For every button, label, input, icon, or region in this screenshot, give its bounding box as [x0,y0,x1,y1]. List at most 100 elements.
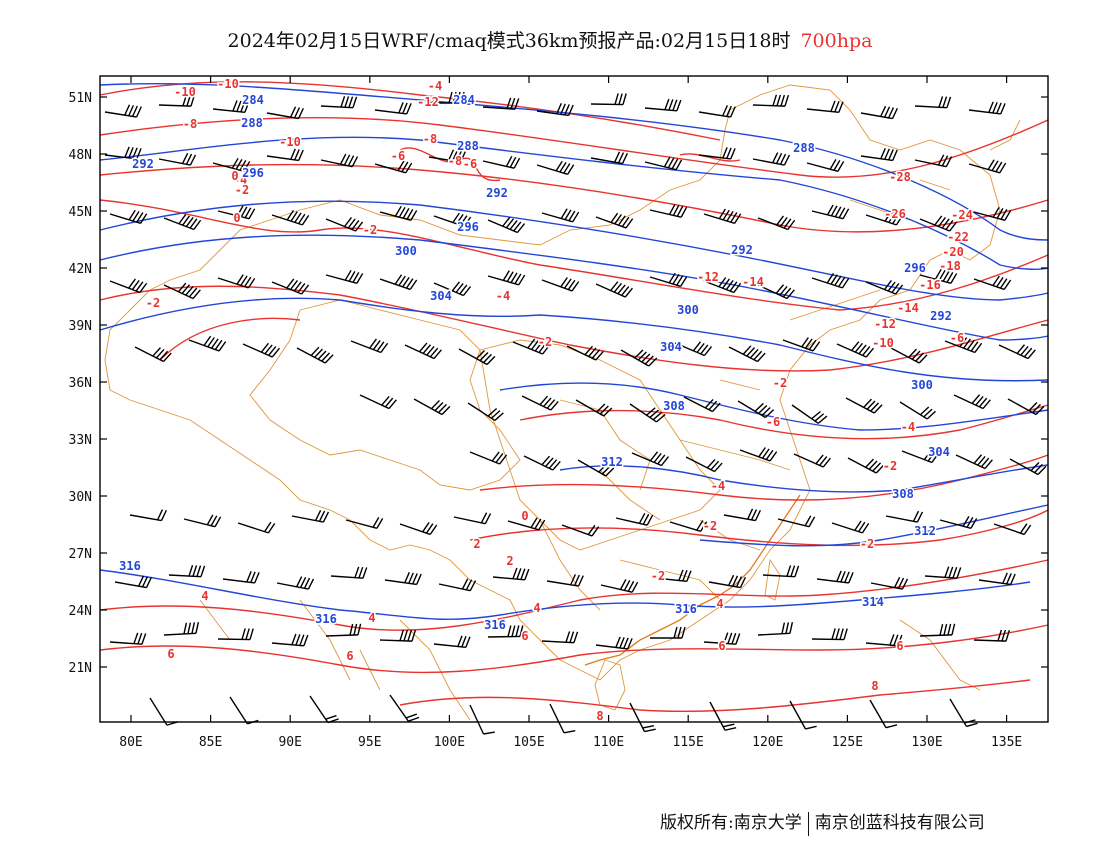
wind-barb [523,455,561,471]
wind-barb [777,515,816,528]
wind-barb [266,106,305,120]
temp-label: 4 [716,597,723,611]
wind-barb [914,154,953,168]
wind-barb [163,622,200,636]
wind-barb [968,101,1006,115]
wind-barb [793,453,831,468]
wind-barb [968,159,1007,174]
wind-barb [865,211,904,226]
lat-label: 21N [69,661,92,676]
chart-title: 2024年02月15日WRF/cmaq模式36km预报产品:02月15日18时 7… [0,26,1100,53]
wind-barb [296,346,334,364]
temp-label: -2 [883,459,897,473]
wind-barb [330,566,368,579]
temp-label: 0 [233,211,240,225]
temp-label: -14 [897,301,919,315]
lon-label: 130E [911,735,942,750]
height-label: 300 [395,244,417,258]
copyright-footer: 版权所有:南京大学 南京创蓝科技有限公司 [660,808,985,836]
wind-barb [870,577,909,590]
temp-label: -14 [742,275,764,289]
temp-label: -4 [428,79,442,93]
temp-label: -12 [417,95,439,109]
wind-barb [546,574,584,587]
wind-barb [163,214,202,231]
wind-barb [806,100,844,114]
wind-barb [620,349,658,367]
wind-barb [595,636,633,650]
wind-barb [644,98,682,112]
coastline [584,494,801,666]
wind-barb [683,396,721,413]
temp-label: 6 [896,639,903,653]
wind-barb [789,700,817,730]
temp-label: 4 [533,601,540,615]
lon-label: 90E [278,735,301,750]
wind-barb [752,94,790,107]
temp-label: -2 [363,223,377,237]
wind-barb [914,96,952,109]
wind-barb [737,400,775,419]
wind-barb [384,572,422,586]
lon-label: 115E [673,735,704,750]
temp-label: -8 [183,117,197,131]
wind-barb [163,282,201,300]
wind-barb [919,215,958,232]
wind-barb [806,159,845,172]
temp-label: -2 [235,183,249,197]
title-main: 2024年02月15日WRF/cmaq模式36km预报产品:02月15日18时 [227,30,791,52]
wind-barb [487,625,524,638]
wind-barb [757,284,795,300]
wind-barb [860,105,899,120]
wind-barb [359,394,397,410]
temp-label: 8 [596,709,603,723]
temp-label: -4 [496,289,510,303]
height-label: 312 [601,455,623,469]
wind-barb [811,628,848,641]
wind-barb [831,520,870,534]
wind-barb [404,342,442,360]
wind-barb [266,148,304,162]
wind-barb [708,574,747,589]
wind-barb [944,337,983,354]
height-label: 316 [119,559,141,573]
wind-barb [536,160,575,176]
height-label: 316 [675,602,697,616]
wind-barb [890,347,928,364]
wind-barbs [104,91,1047,735]
temp-label: 0 [231,169,238,183]
wind-barb [438,578,477,592]
wind-barb [237,521,276,534]
wind-barb [188,335,227,352]
wind-barb [109,209,148,225]
temp-label: -6 [391,149,405,163]
wind-barb [816,570,854,584]
temp-label: -6 [463,157,477,171]
wind-barb [739,447,778,462]
wind-barb [577,459,615,477]
temp-label: -8 [423,132,437,146]
wind-barb [924,566,962,579]
wind-barb [389,694,420,722]
lat-label: 33N [69,433,92,448]
height-labels: 284 288 292 296 284 288 292 296 300 304 300 304 308 3… [118,92,954,634]
temp-label: -10 [174,85,196,99]
wind-barb [453,512,492,525]
temp-label: -6 [766,415,780,429]
wind-barb [399,521,438,536]
wind-barb [433,212,472,228]
wind-barb [978,572,1016,586]
temp-label: 0 [521,509,528,523]
lon-label: 100E [434,735,465,750]
wind-barb [649,204,688,218]
height-label: 292 [486,186,508,200]
wind-barb [709,701,737,731]
wind-barb [649,272,688,288]
lat-label: 27N [69,547,92,562]
lon-label: 110E [593,735,624,750]
height-label: 284 [453,93,475,107]
temp-label: -24 [951,208,973,222]
wind-barb [674,341,713,357]
wind-barb [222,571,260,584]
